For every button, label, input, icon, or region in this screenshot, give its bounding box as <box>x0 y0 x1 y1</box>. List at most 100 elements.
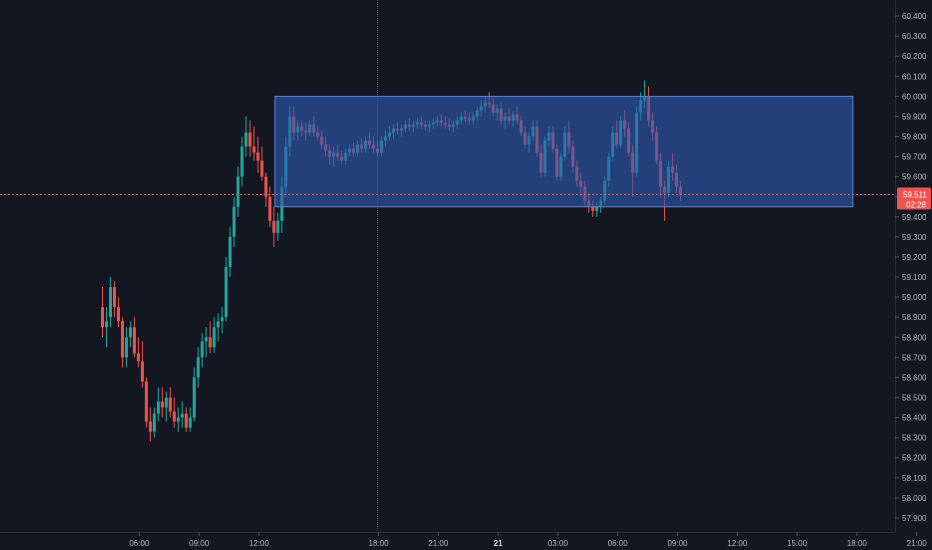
candle-body <box>124 337 128 358</box>
candle-body <box>176 417 180 422</box>
candle <box>128 321 132 348</box>
candle-body <box>120 321 124 358</box>
candle <box>144 377 148 428</box>
candle <box>248 120 252 157</box>
price-tick-label: 59.900 <box>902 112 927 121</box>
price-tick-label: 59.400 <box>902 213 927 222</box>
price-tick-label: 59.100 <box>902 273 927 282</box>
candle-body <box>216 321 220 328</box>
candle-body <box>160 401 164 408</box>
candle <box>268 186 272 227</box>
price-tick-label: 58.300 <box>902 434 927 443</box>
time-tick-label: 06:00 <box>608 539 629 548</box>
candle-body <box>264 176 268 197</box>
candle-body <box>144 381 148 422</box>
candle-body <box>108 287 112 318</box>
candle-body <box>224 267 228 318</box>
time-tick-label: 21:00 <box>907 539 928 548</box>
time-tick-label: 12:00 <box>249 539 270 548</box>
candle <box>176 407 180 432</box>
price-tick-label: 59.300 <box>902 233 927 242</box>
price-tick-label: 59.700 <box>902 153 927 162</box>
candle <box>228 226 232 278</box>
candle <box>172 397 176 428</box>
candle <box>104 307 108 348</box>
candle-body <box>272 220 276 233</box>
price-tick-label: 58.700 <box>902 353 927 362</box>
candle <box>196 347 200 388</box>
candle <box>252 126 256 161</box>
candle <box>124 327 128 368</box>
candle-body <box>156 401 160 414</box>
price-tick-label: 60.100 <box>902 72 927 81</box>
candle <box>208 321 212 354</box>
candle-body <box>244 132 248 147</box>
price-tick-label: 59.600 <box>902 173 927 182</box>
time-tick-label: 12:00 <box>727 539 748 548</box>
price-tick-label: 58.200 <box>902 454 927 463</box>
candle <box>260 146 264 181</box>
price-tick-label: 60.200 <box>902 52 927 61</box>
candle <box>116 297 120 328</box>
last-price-countdown: 02:28 <box>906 201 927 210</box>
last-price-value: 59.511 <box>903 191 927 200</box>
time-tick-label: 18:00 <box>369 539 390 548</box>
last-price-tag-bg <box>897 187 931 210</box>
candle-body <box>232 206 236 237</box>
candle <box>204 327 208 358</box>
price-tick-label: 59.200 <box>902 253 927 262</box>
candle-body <box>101 307 105 328</box>
price-tick-label: 60.300 <box>902 32 927 41</box>
range-zone-rectangle[interactable] <box>274 95 854 208</box>
candle <box>200 333 204 368</box>
candle <box>244 116 248 157</box>
candle-body <box>248 132 252 147</box>
candle-body <box>196 357 200 378</box>
candle-body <box>240 146 244 177</box>
zone-layer[interactable] <box>274 95 854 208</box>
candle-body <box>228 236 232 268</box>
candle <box>184 407 188 432</box>
candle <box>101 287 105 338</box>
candle <box>152 407 156 438</box>
price-tick-label: 59.800 <box>902 133 927 142</box>
price-tick-label: 58.900 <box>902 313 927 322</box>
candle <box>132 317 136 358</box>
time-tick-label: 09:00 <box>667 539 688 548</box>
candle <box>224 256 228 322</box>
price-tick-label: 58.000 <box>902 494 927 503</box>
candle-body <box>212 327 216 348</box>
candle-body <box>200 341 204 358</box>
candle <box>156 387 160 422</box>
candle <box>108 277 112 328</box>
candle-body <box>595 206 599 211</box>
candle-body <box>192 377 196 418</box>
candle <box>168 387 172 418</box>
candle-body <box>184 413 188 428</box>
candle <box>192 367 196 422</box>
candle <box>240 136 244 187</box>
candle-body <box>140 361 144 382</box>
time-tick-label: 21:00 <box>428 539 449 548</box>
price-tick-label: 58.500 <box>902 394 927 403</box>
candle-body <box>204 337 208 342</box>
candle <box>140 341 144 388</box>
candle <box>272 206 276 247</box>
candle-body <box>236 176 240 207</box>
price-tick-label: 57.900 <box>902 514 927 523</box>
candle-body <box>268 196 272 221</box>
candle-body <box>128 327 132 338</box>
candle <box>136 337 140 368</box>
candle <box>148 407 152 442</box>
price-tick-label: 58.800 <box>902 333 927 342</box>
candle <box>188 407 192 432</box>
candle <box>216 313 220 342</box>
price-axis-panel[interactable] <box>895 0 932 550</box>
candle <box>180 401 184 428</box>
candle-body <box>276 220 280 233</box>
candle <box>112 281 116 318</box>
candle <box>256 136 260 173</box>
